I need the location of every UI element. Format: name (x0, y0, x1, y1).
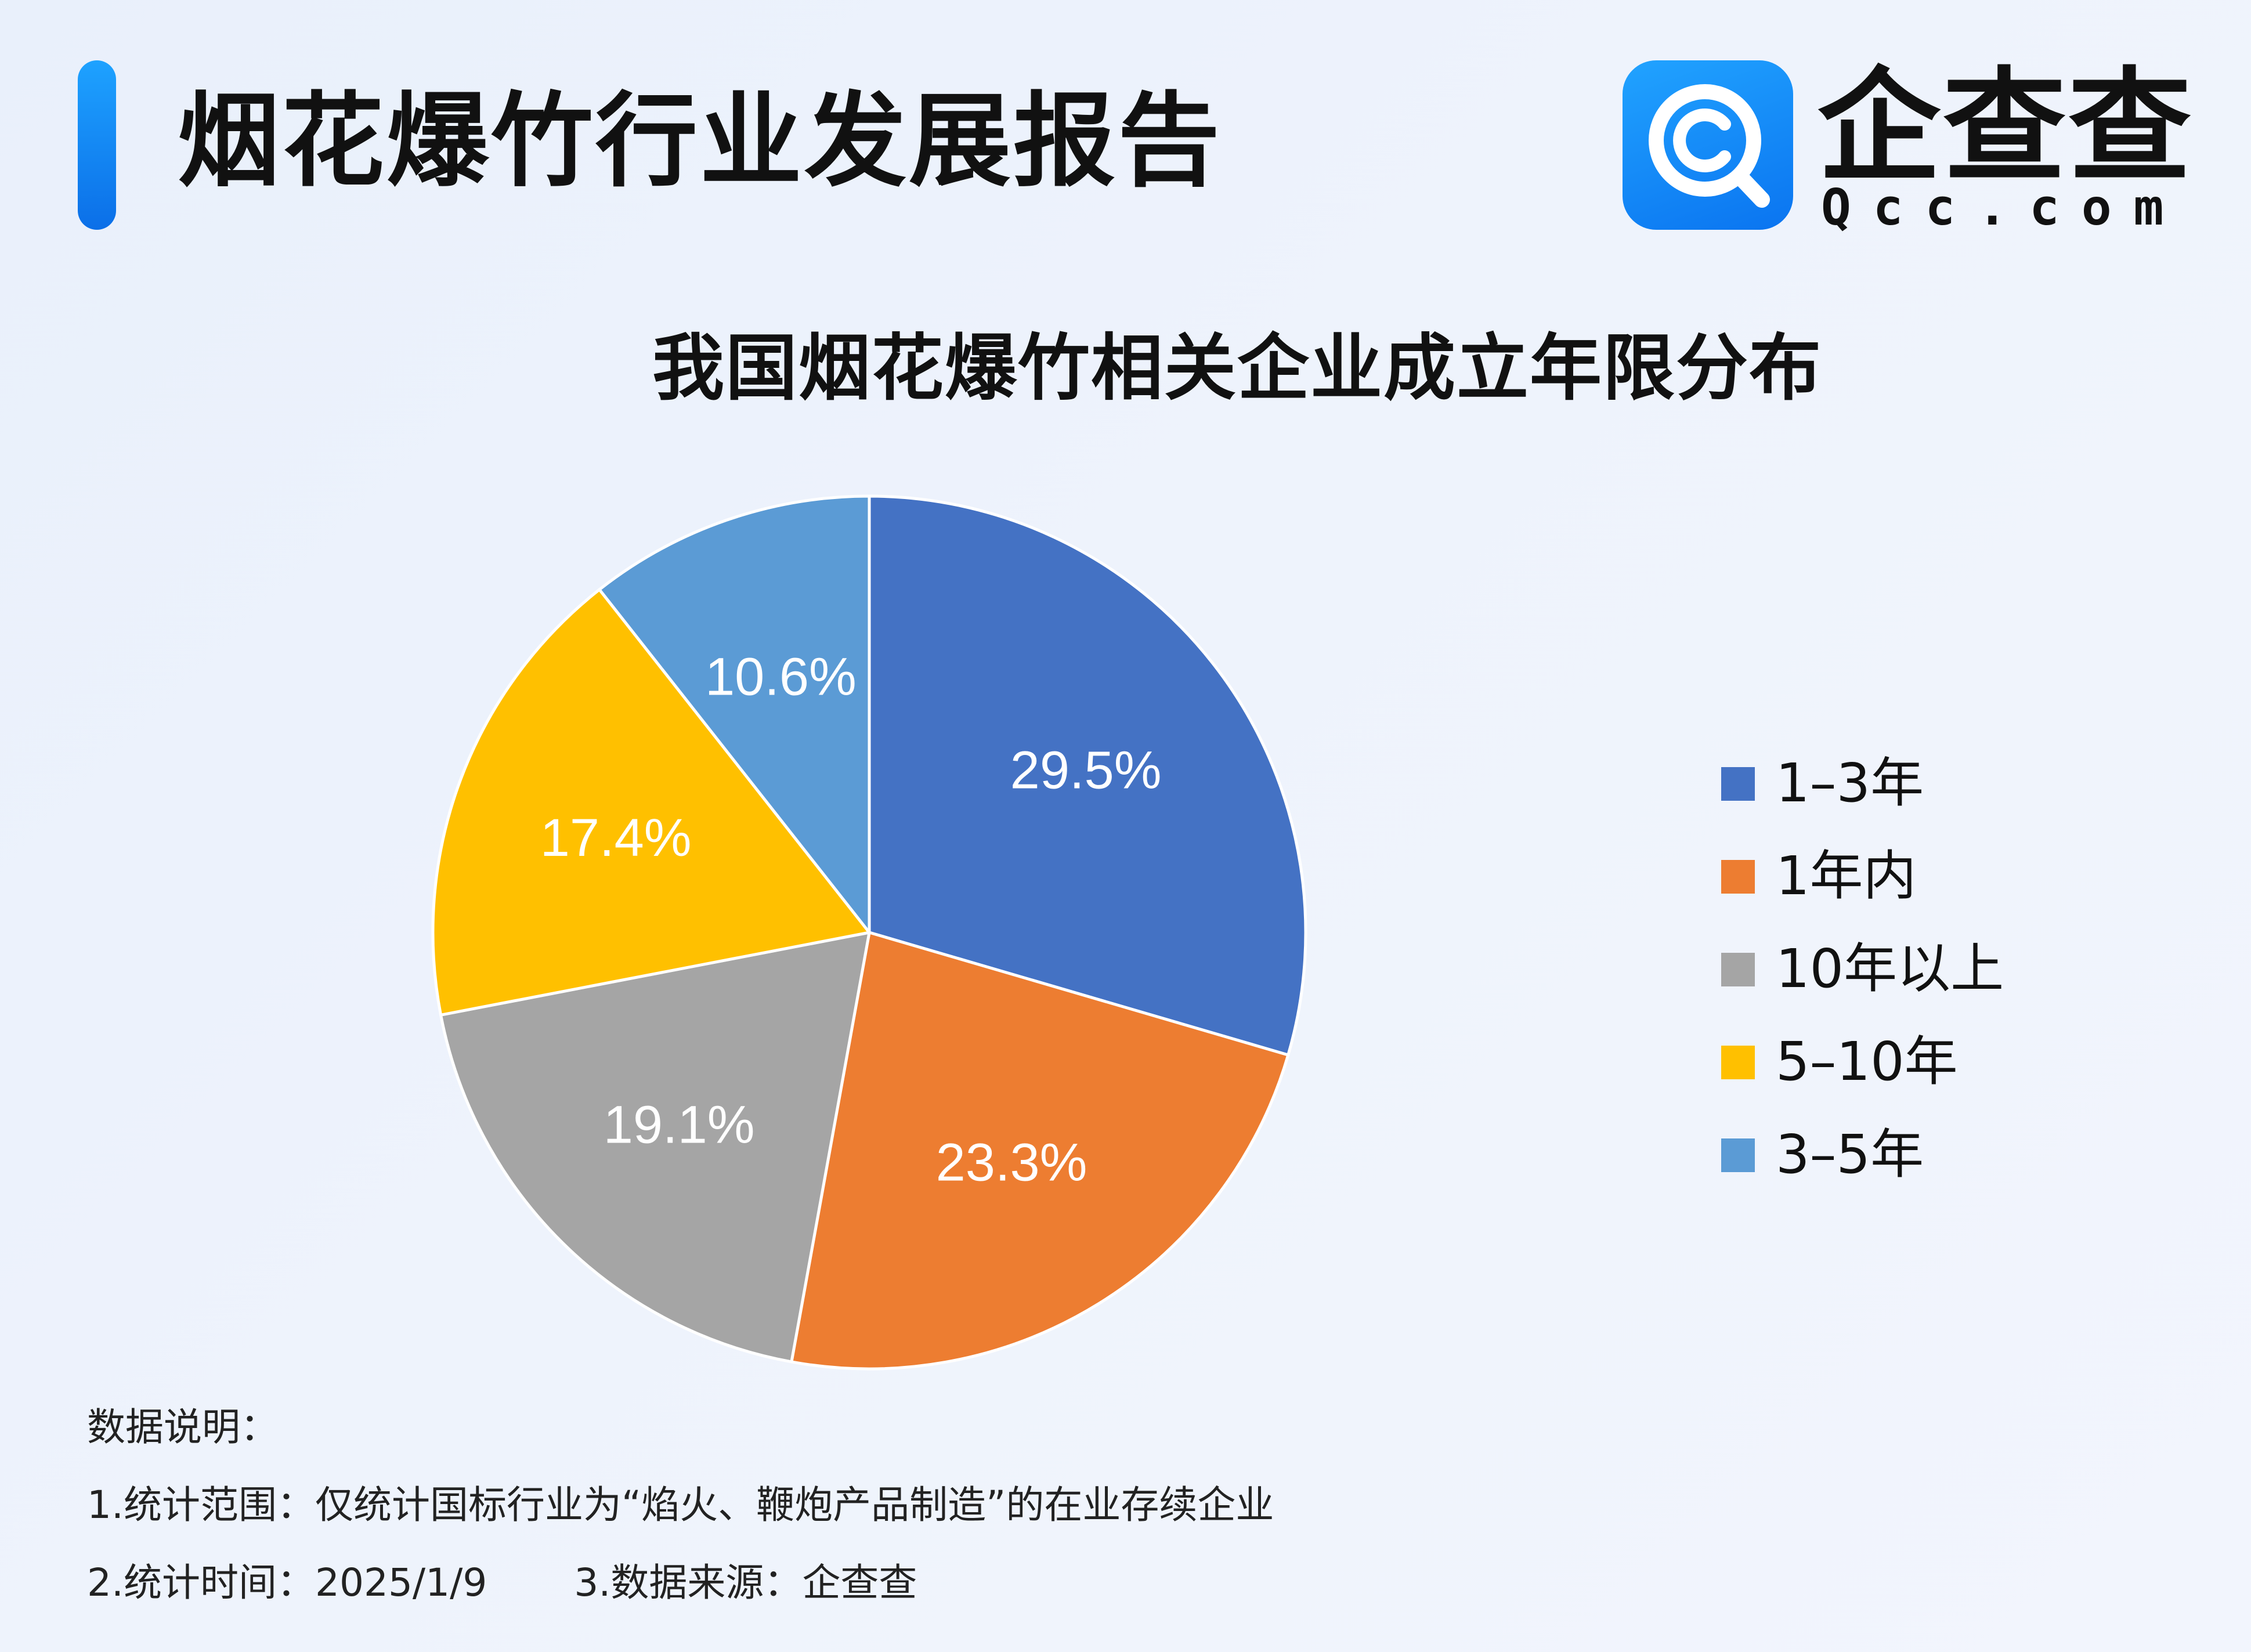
notes-time-source: 2.统计时间：2025/1/9 3.数据来源：企查查 (87, 1554, 917, 1612)
legend-swatch (1721, 860, 1755, 894)
legend-swatch (1721, 953, 1755, 986)
notes-time: 2.统计时间：2025/1/9 (87, 1560, 487, 1605)
pie-slice (439, 931, 871, 1364)
qcc-logo: 企查查 Qcc.com (1623, 55, 2203, 237)
pie-slice (598, 494, 871, 934)
legend-swatch (1721, 1138, 1755, 1172)
legend-swatch (1721, 1046, 1755, 1079)
chart-title: 我国烟花爆竹相关企业成立年限分布 (652, 327, 1823, 410)
notes-heading: 数据说明： (87, 1405, 279, 1449)
logo-name: 企查查 (1818, 55, 2194, 198)
qcc-magnifier-logo-icon (1623, 60, 1793, 230)
notes-scope: 1.统计范围：仅统计国标行业为“焰火、鞭炮产品制造”的在业存续企业 (87, 1483, 1274, 1527)
logo-domain: Qcc.com (1821, 179, 2186, 237)
slice-data-label: 10.6% (705, 647, 857, 706)
legend-label: 1–3年 (1776, 752, 1924, 814)
legend-swatch (1721, 767, 1755, 801)
legend-label: 10年以上 (1776, 938, 2004, 1000)
legend-label: 5–10年 (1776, 1031, 1958, 1093)
slice-data-label: 17.4% (540, 808, 692, 867)
pie-slice (868, 494, 1307, 1057)
notes-source: 3.数据来源：企查查 (574, 1560, 917, 1605)
pie-slice (790, 931, 1290, 1371)
slice-data-label: 23.3% (936, 1133, 1087, 1192)
pie-slice (431, 588, 871, 1017)
report-title: 烟花爆竹行业发展报告 (178, 82, 1223, 201)
legend-label: 1年内 (1776, 845, 1917, 907)
slice-data-label: 19.1% (604, 1095, 755, 1154)
slice-data-label: 29.5% (1010, 740, 1162, 800)
title-accent-bar (78, 60, 116, 230)
legend-label: 3–5年 (1776, 1123, 1924, 1185)
